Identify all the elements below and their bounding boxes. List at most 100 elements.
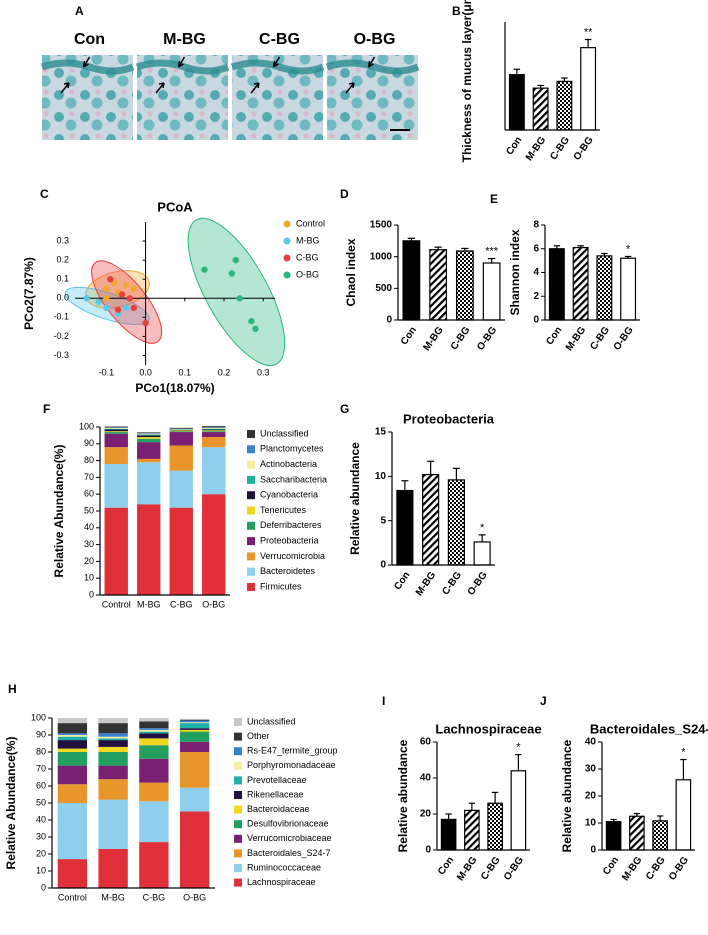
x-tick-label: Con	[392, 570, 412, 592]
x-tick-label: Con	[544, 325, 564, 347]
legend-swatch	[247, 475, 255, 484]
y-tick-label: 40	[585, 737, 597, 748]
bar	[508, 74, 525, 131]
x-tick-label: M-BG	[524, 135, 548, 163]
point	[252, 325, 259, 332]
bar-segment	[57, 803, 88, 860]
bar-segment	[104, 427, 128, 429]
image-label: M-BG	[163, 31, 206, 48]
legend-label: Verrucomicrobiaceae	[247, 833, 332, 843]
point	[83, 295, 90, 302]
y-tick-label: 80	[36, 746, 46, 756]
point	[95, 298, 102, 306]
legend-label: Rs-E47_termite_group	[247, 746, 338, 756]
point	[248, 317, 255, 325]
y-axis-label: Relative abundance	[560, 739, 574, 852]
bar-segment	[137, 435, 161, 438]
significance: *	[480, 522, 485, 534]
y-tick-label: 15	[375, 427, 387, 438]
x-tick-label: O-BG	[612, 325, 636, 353]
bar-segment	[137, 442, 161, 459]
bar-segment	[104, 507, 128, 595]
panel-letter: H	[8, 682, 17, 696]
mucus-layer	[135, 59, 230, 75]
chart-title: Lachnospiraceae	[435, 721, 541, 736]
legend-swatch	[234, 761, 242, 770]
panel-letter: E	[490, 192, 498, 206]
arrow	[82, 56, 91, 68]
bar-segment	[57, 752, 88, 766]
bar-segment	[139, 782, 169, 802]
significance: ***	[485, 245, 499, 257]
bar-segment	[202, 427, 226, 428]
bar-segment	[104, 428, 128, 430]
point	[118, 291, 126, 298]
mucus-layer	[325, 59, 420, 75]
x-tick-label: Con	[436, 855, 456, 877]
point	[236, 295, 243, 302]
arrow	[345, 82, 355, 94]
bar-segment	[137, 504, 161, 595]
bar	[440, 818, 457, 851]
point	[122, 281, 130, 289]
point	[103, 285, 110, 292]
y-tick-label: 6	[533, 243, 539, 254]
bar-segment	[57, 733, 88, 735]
bar-segment	[137, 458, 161, 463]
x-tick-label: -0.1	[99, 367, 115, 377]
bar-segment	[139, 729, 169, 732]
x-tick-label: 0.2	[218, 367, 231, 377]
x-tick-label: Con	[601, 855, 621, 877]
bar-segment	[202, 428, 226, 430]
y-tick-label: 20	[36, 848, 46, 858]
bar-segment	[139, 745, 169, 759]
legend-label: Bacteroidetes	[260, 566, 316, 576]
bar-segment	[202, 429, 226, 431]
arrow	[177, 56, 186, 68]
legend-label: Proteobacteria	[260, 535, 319, 545]
y-tick-label: 100	[31, 712, 46, 722]
significance: *	[516, 742, 521, 754]
legend-label: Bacteroidaceae	[247, 804, 310, 814]
y-tick-label: 0	[89, 589, 94, 599]
x-tick-label: C-BG	[479, 855, 503, 882]
bar	[580, 47, 597, 131]
bar-segment	[139, 738, 169, 746]
point	[142, 319, 149, 327]
bar-segment	[57, 765, 88, 785]
x-tick-label: Control	[58, 892, 87, 902]
legend-label: Saccharibacteria	[260, 474, 327, 484]
x-tick-label: O-BG	[667, 855, 691, 883]
y-tick-label: 0	[380, 560, 386, 571]
x-axis-label: PCo1(18.07%)	[135, 381, 214, 395]
y-axis-label: Relative Abundance(%)	[4, 737, 18, 870]
point	[228, 270, 236, 277]
bar-segment	[104, 429, 128, 432]
bar-segment	[98, 765, 128, 780]
bar	[447, 479, 465, 566]
bar-segment	[98, 779, 128, 800]
x-tick-label: C-BG	[449, 325, 473, 352]
arrow	[60, 82, 70, 94]
arrow	[367, 56, 376, 68]
bar-segment	[98, 799, 128, 849]
x-tick-label: C-BG	[548, 135, 572, 162]
bar-segment	[139, 721, 169, 729]
chart-title: Bacteroidales_S24-7	[590, 721, 708, 736]
y-axis-label: Thickness of mucus layer(μm)	[460, 0, 474, 162]
legend-swatch	[247, 445, 255, 454]
legend-label: Other	[247, 731, 270, 741]
y-tick-label: 10	[585, 818, 597, 829]
bar	[482, 262, 501, 321]
confidence-ellipse	[187, 217, 286, 367]
legend-label: Ruminococcaceae	[247, 862, 321, 872]
bar	[473, 541, 491, 566]
y-tick-label: 20	[84, 556, 94, 566]
panel-letter: G	[340, 402, 349, 416]
bar-segment	[202, 431, 226, 433]
bar-segment	[139, 801, 169, 843]
bar-segment	[179, 741, 210, 752]
y-tick-label: -0.3	[53, 350, 69, 360]
legend-swatch	[247, 506, 255, 515]
